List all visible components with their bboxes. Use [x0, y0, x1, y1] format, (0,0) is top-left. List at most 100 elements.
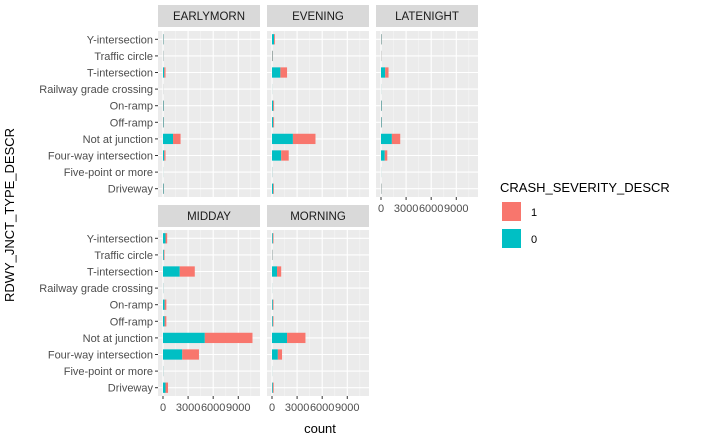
- bar-severity-1: [273, 100, 275, 111]
- panel-background: [267, 31, 369, 197]
- bar-severity-0: [381, 150, 385, 161]
- x-tick-label: 6000: [310, 402, 334, 414]
- x-tick-label: 0: [378, 203, 384, 215]
- bar-severity-0: [272, 266, 278, 277]
- bar-severity-0: [163, 117, 164, 128]
- bar-severity-0: [272, 67, 281, 78]
- bar-severity-0: [163, 382, 166, 393]
- x-tick-label: 6000: [201, 402, 225, 414]
- bar-severity-1: [204, 332, 253, 344]
- axes: Y-intersection Traffic circle T-intersecti…: [39, 34, 468, 414]
- bar-severity-1: [272, 316, 274, 327]
- panel-background: [376, 31, 478, 197]
- facet-strip: [158, 5, 260, 27]
- facet-strip: [267, 5, 369, 27]
- facet-strip-label: EARLYMORN: [173, 11, 245, 23]
- y-axis-title: RDWY_JNCT_TYPE_DESCR: [2, 128, 17, 302]
- y-tick-label: T-intersection: [87, 267, 153, 279]
- y-tick-label: Off-ramp: [110, 316, 153, 328]
- bar-severity-0: [163, 133, 174, 145]
- y-tick-label: Four-way intersection: [48, 350, 153, 362]
- bar-severity-1: [182, 349, 199, 360]
- bar-severity-1: [164, 150, 166, 161]
- y-tick-label: Four-way intersection: [48, 151, 153, 163]
- panel-background: [158, 230, 260, 396]
- bar-severity-0: [163, 299, 165, 310]
- x-tick-label: 0: [269, 402, 275, 414]
- bar-severity-0: [163, 233, 166, 244]
- bar-severity-1: [164, 299, 167, 310]
- bar-severity-0: [163, 266, 180, 277]
- bar-severity-1: [277, 349, 283, 360]
- bar-severity-0: [163, 67, 165, 78]
- y-tick-label: Not at junction: [83, 333, 153, 345]
- facet-strip-label: EVENING: [292, 11, 344, 23]
- bar-severity-0: [163, 316, 165, 327]
- y-tick-label: Five-point or more: [64, 167, 153, 179]
- y-tick-label: Traffic circle: [94, 51, 153, 63]
- x-tick-label: 3000: [394, 203, 418, 215]
- bar-severity-0: [272, 349, 278, 360]
- x-tick-label: 0: [160, 402, 166, 414]
- facet-panel-latenight: LATENIGHT: [376, 5, 478, 197]
- bar-severity-1: [164, 67, 166, 78]
- x-tick-label: 3000: [176, 402, 200, 414]
- facet-panels: EARLYMORN EVENING LATENIGHT MIDDAY MORNING: [158, 5, 478, 396]
- legend-key-1: [502, 202, 521, 221]
- panel-background: [267, 230, 369, 396]
- facet-strip-label: LATENIGHT: [395, 11, 459, 23]
- facet-panel-earlymorn: EARLYMORN: [158, 5, 260, 197]
- facet-strip-label: MIDDAY: [187, 211, 231, 223]
- bar-severity-1: [272, 233, 274, 244]
- legend: CRASH_SEVERITY_DESCR 1 0: [500, 180, 670, 248]
- legend-label-0: 0: [531, 234, 537, 246]
- bar-severity-0: [163, 150, 165, 161]
- y-tick-label: Off-ramp: [110, 117, 153, 129]
- x-axis-title: count: [304, 421, 336, 436]
- y-tick-label: Y-intersection: [87, 34, 153, 46]
- bar-severity-0: [272, 382, 273, 393]
- y-tick-label: Driveway: [108, 383, 154, 395]
- bar-severity-1: [273, 183, 274, 194]
- y-tick-label: Railway grade crossing: [39, 84, 153, 96]
- bar-severity-0: [163, 100, 164, 111]
- bar-severity-1: [287, 332, 306, 344]
- bar-severity-1: [163, 249, 165, 261]
- bar-severity-1: [281, 150, 289, 161]
- facet-panel-evening: EVENING: [267, 5, 369, 197]
- bar-severity-1: [173, 133, 181, 145]
- panel-background: [158, 31, 260, 197]
- y-tick-label: Five-point or more: [64, 366, 153, 378]
- y-tick-label: Railway grade crossing: [39, 283, 153, 295]
- x-tick-label: 9000: [444, 203, 468, 215]
- bar-severity-1: [165, 233, 168, 244]
- facet-strip: [376, 5, 478, 27]
- bar-severity-1: [272, 299, 274, 310]
- bar-severity-1: [164, 316, 167, 327]
- bar-severity-1: [384, 150, 388, 161]
- facet-strip: [267, 205, 369, 227]
- bar-severity-0: [163, 183, 164, 194]
- y-tick-label: On-ramp: [110, 300, 153, 312]
- y-tick-label: Driveway: [108, 184, 154, 196]
- bar-severity-1: [292, 133, 316, 145]
- facet-strip: [158, 205, 260, 227]
- x-tick-label: 6000: [419, 203, 443, 215]
- bar-severity-1: [179, 266, 195, 277]
- bar-severity-0: [272, 133, 293, 145]
- bar-severity-0: [272, 316, 273, 327]
- bar-severity-1: [273, 117, 275, 128]
- y-tick-label: T-intersection: [87, 68, 153, 80]
- bar-severity-0: [272, 332, 288, 344]
- facet-panel-morning: MORNING: [267, 205, 369, 396]
- bar-severity-1: [272, 382, 274, 393]
- bar-severity-1: [274, 34, 275, 45]
- x-tick-label: 9000: [335, 402, 359, 414]
- facet-panel-midday: MIDDAY: [158, 205, 260, 396]
- bar-severity-0: [163, 249, 164, 261]
- legend-title: CRASH_SEVERITY_DESCR: [500, 180, 670, 195]
- bar-severity-1: [165, 382, 169, 393]
- bar-severity-1: [280, 67, 288, 78]
- bar-severity-1: [391, 133, 401, 145]
- legend-key-0: [502, 229, 521, 248]
